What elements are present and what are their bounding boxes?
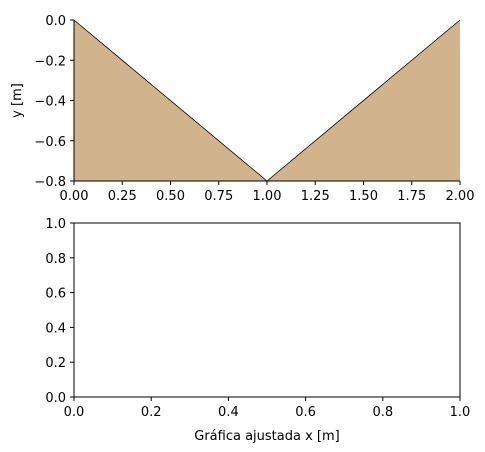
y-ticks: 0.0 −0.2 −0.4 −0.6 −0.8 bbox=[34, 14, 74, 190]
x-tick-label: 0.8 bbox=[372, 405, 393, 420]
x-tick-label: 1.0 bbox=[450, 405, 471, 420]
plot-frame bbox=[74, 223, 460, 397]
y-axis-label: y [m] bbox=[10, 83, 25, 118]
x-tick-label: 1.75 bbox=[397, 189, 426, 204]
terrain-fill-area bbox=[74, 20, 460, 181]
y-tick-label: 0.4 bbox=[45, 321, 66, 336]
bottom-empty-plot: 0.0 0.2 0.4 0.6 0.8 1.0 0.0 0.2 0.4 0.6 0.8 1.0 Gr… bbox=[45, 217, 470, 444]
x-ticks: 0.0 0.2 0.4 0.6 0.8 1.0 bbox=[64, 397, 471, 420]
x-tick-label: 1.50 bbox=[349, 189, 378, 204]
x-tick-label: 1.00 bbox=[253, 189, 282, 204]
y-tick-label: 0.0 bbox=[45, 14, 66, 29]
x-tick-label: 0.4 bbox=[218, 405, 239, 420]
x-axis-label: Gráfica ajustada x [m] bbox=[194, 429, 339, 444]
x-tick-label: 1.25 bbox=[301, 189, 330, 204]
y-tick-label: −0.2 bbox=[34, 54, 66, 69]
y-tick-label: 0.2 bbox=[45, 356, 66, 371]
y-tick-label: 1.0 bbox=[45, 217, 66, 232]
x-tick-label: 0.2 bbox=[141, 405, 162, 420]
top-profile-plot: 0.00 0.25 0.50 0.75 1.00 1.25 1.50 1.75 2.00 0.0… bbox=[10, 14, 474, 204]
x-tick-label: 0.75 bbox=[204, 189, 233, 204]
y-tick-label: 0.6 bbox=[45, 287, 66, 302]
y-ticks: 0.0 0.2 0.4 0.6 0.8 1.0 bbox=[45, 217, 74, 406]
x-tick-label: 0.0 bbox=[64, 405, 85, 420]
y-tick-label: 0.0 bbox=[45, 391, 66, 406]
x-tick-label: 0.00 bbox=[60, 189, 89, 204]
x-tick-label: 2.00 bbox=[446, 189, 475, 204]
x-tick-label: 0.25 bbox=[108, 189, 137, 204]
y-tick-label: −0.8 bbox=[34, 175, 66, 190]
x-tick-label: 0.6 bbox=[295, 405, 316, 420]
x-ticks: 0.00 0.25 0.50 0.75 1.00 1.25 1.50 1.75 2.00 bbox=[60, 181, 475, 204]
y-tick-label: −0.4 bbox=[34, 95, 66, 110]
x-tick-label: 0.50 bbox=[156, 189, 185, 204]
y-tick-label: −0.6 bbox=[34, 135, 66, 150]
y-tick-label: 0.8 bbox=[45, 252, 66, 267]
